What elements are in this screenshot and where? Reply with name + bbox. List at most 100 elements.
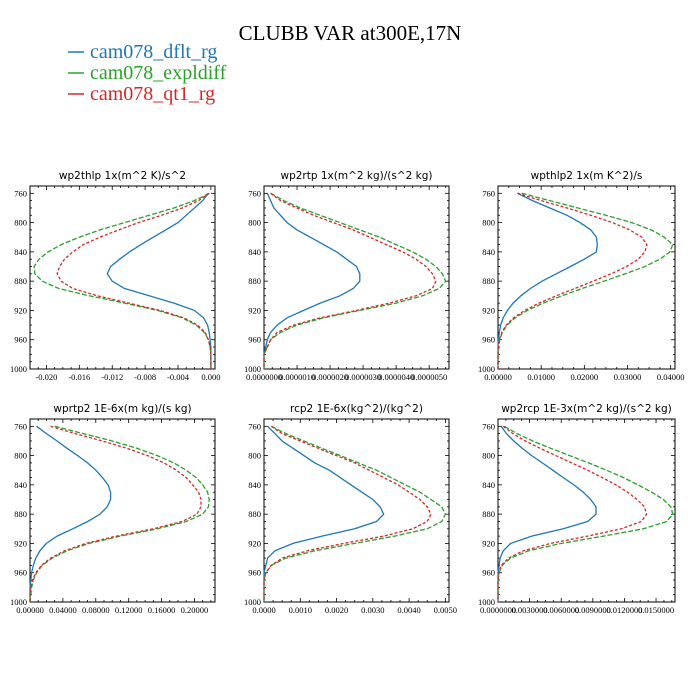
panel-title: wp2rtp 1x(m^2 kg)/(s^2 kg) (280, 170, 432, 182)
x-tick-label: 0.0060000 (543, 605, 579, 615)
y-tick-label: 920 (248, 305, 261, 315)
y-tick-label: 800 (14, 218, 27, 228)
series-line-cam078_dflt_rg (497, 425, 597, 602)
series-line-cam078_dflt_rg (29, 425, 112, 602)
y-tick-label: 960 (248, 568, 261, 578)
y-tick-label: 800 (248, 451, 261, 461)
legend: cam078_dflt_rgcam078_expldiffcam078_qt1_… (68, 41, 227, 105)
panels: wp2thlp 1x(m^2 K)/s^2 760 800 840 880 920 960 1… (10, 170, 684, 615)
panel-1: wp2thlp 1x(m^2 K)/s^2 760 800 840 880 920 960 1… (10, 170, 220, 382)
x-tick-label: 0.00000 (16, 605, 44, 615)
x-tick-label: 0.04000 (49, 605, 77, 615)
x-tick-label: -0.016 (68, 372, 90, 382)
y-tick-label: 920 (14, 538, 27, 548)
y-tick-label: 760 (14, 421, 27, 431)
series-line-cam078_dflt_rg (106, 192, 212, 369)
series-line-cam078_qt1_rg (29, 425, 202, 602)
y-tick-label: 920 (482, 305, 495, 315)
series-line-cam078_qt1_rg (497, 192, 648, 369)
y-tick-label: 840 (14, 247, 27, 257)
y-tick-label: 880 (14, 509, 27, 519)
series-line-cam078_dflt_rg (263, 193, 361, 369)
y-tick-label: 840 (248, 480, 261, 490)
y-tick-label: 960 (248, 335, 261, 345)
x-tick-label: 0.04000 (657, 372, 685, 382)
x-tick-label: 0.0040 (397, 605, 420, 615)
x-tick-label: 0.0090000 (575, 605, 611, 615)
y-tick-label: 880 (14, 276, 27, 286)
x-tick-label: 0.0000050 (411, 372, 447, 382)
legend-entry: cam078_qt1_rg (90, 83, 215, 105)
plot-frame (497, 185, 676, 370)
y-tick-label: 960 (14, 335, 27, 345)
x-tick-label: 0.0000000 (480, 605, 516, 615)
plot-frame (263, 185, 450, 370)
panel-2: wp2rtp 1x(m^2 kg)/(s^2 kg) 760 800 840 880 92… (244, 170, 450, 382)
series-line-cam078_expldiff (33, 192, 212, 369)
x-tick-label: 0.0020 (325, 605, 348, 615)
x-tick-label: 0.0030000 (512, 605, 548, 615)
panel-title: wpthlp2 1x(m K^2)/s (531, 170, 643, 182)
y-tick-label: 1000 (244, 364, 261, 374)
y-tick-label: 840 (248, 247, 261, 257)
panel-title: wp2rcp 1E-3x(m^2 kg)/(s^2 kg) (501, 403, 672, 415)
panel-title: wp2thlp 1x(m^2 K)/s^2 (59, 170, 186, 182)
x-tick-label: 0.0050 (434, 605, 457, 615)
series-line-cam078_dflt_rg (263, 425, 385, 602)
panel-title: rcp2 1E-6x(kg^2)/(kg^2) (290, 403, 423, 415)
x-tick-label: 0.0010 (289, 605, 312, 615)
x-tick-label: 0.20000 (181, 605, 209, 615)
y-tick-label: 760 (248, 421, 261, 431)
plot-frame (29, 418, 216, 603)
series-line-cam078_qt1_rg (263, 192, 437, 369)
y-tick-label: 920 (14, 305, 27, 315)
x-tick-label: 0.12000 (115, 605, 143, 615)
series-line-cam078_expldiff (263, 192, 447, 369)
plot-frame (497, 418, 676, 603)
y-tick-label: 800 (482, 451, 495, 461)
plot-frame (29, 185, 216, 370)
series-line-cam078_qt1_rg (56, 192, 212, 369)
y-tick-label: 760 (248, 188, 261, 198)
y-tick-label: 800 (482, 218, 495, 228)
y-tick-label: 800 (248, 218, 261, 228)
panel-title: wprtp2 1E-6x(m kg)/(s kg) (53, 403, 191, 415)
x-tick-label: 0.0120000 (606, 605, 642, 615)
y-tick-label: 840 (14, 480, 27, 490)
y-tick-label: 880 (482, 509, 495, 519)
x-tick-label: -0.008 (134, 372, 156, 382)
x-tick-label: 0.0000010 (279, 372, 315, 382)
x-tick-label: 0.01000 (527, 372, 555, 382)
x-tick-label: 0.0000 (252, 605, 275, 615)
y-tick-label: 920 (248, 538, 261, 548)
legend-entry: cam078_expldiff (90, 62, 227, 84)
figure-title: CLUBB VAR at300E,17N (239, 21, 462, 45)
y-tick-label: 800 (14, 451, 27, 461)
series-line-cam078_qt1_rg (263, 425, 432, 602)
panel-3: wpthlp2 1x(m K^2)/s 760 800 840 880 920 960 100… (478, 170, 684, 382)
legend-entry: cam078_dflt_rg (90, 41, 217, 63)
y-tick-label: 840 (482, 480, 495, 490)
y-tick-label: 920 (482, 538, 495, 548)
y-tick-label: 1000 (10, 364, 27, 374)
x-tick-label: 0.00000 (484, 372, 512, 382)
x-tick-label: 0.16000 (148, 605, 176, 615)
x-tick-label: 0.0000040 (378, 372, 414, 382)
x-tick-label: 0.03000 (614, 372, 642, 382)
y-tick-label: 880 (482, 276, 495, 286)
y-tick-label: 960 (482, 568, 495, 578)
y-tick-label: 1000 (244, 597, 261, 607)
series-line-cam078_expldiff (29, 425, 210, 603)
x-tick-label: 0.08000 (82, 605, 110, 615)
series-line-cam078_dflt_rg (497, 192, 598, 369)
series-line-cam078_expldiff (497, 192, 674, 369)
y-tick-label: 880 (248, 276, 261, 286)
series-line-cam078_expldiff (263, 425, 447, 602)
panel-5: rcp2 1E-6x(kg^2)/(kg^2) 760 800 840 880 920 96… (244, 403, 457, 615)
x-tick-label: 0.0000020 (312, 372, 348, 382)
panel-4: wprtp2 1E-6x(m kg)/(s kg) 760 800 840 880 920… (10, 403, 216, 615)
x-tick-label: -0.020 (35, 372, 57, 382)
x-tick-label: 0.0000000 (246, 372, 282, 382)
y-tick-label: 840 (482, 247, 495, 257)
